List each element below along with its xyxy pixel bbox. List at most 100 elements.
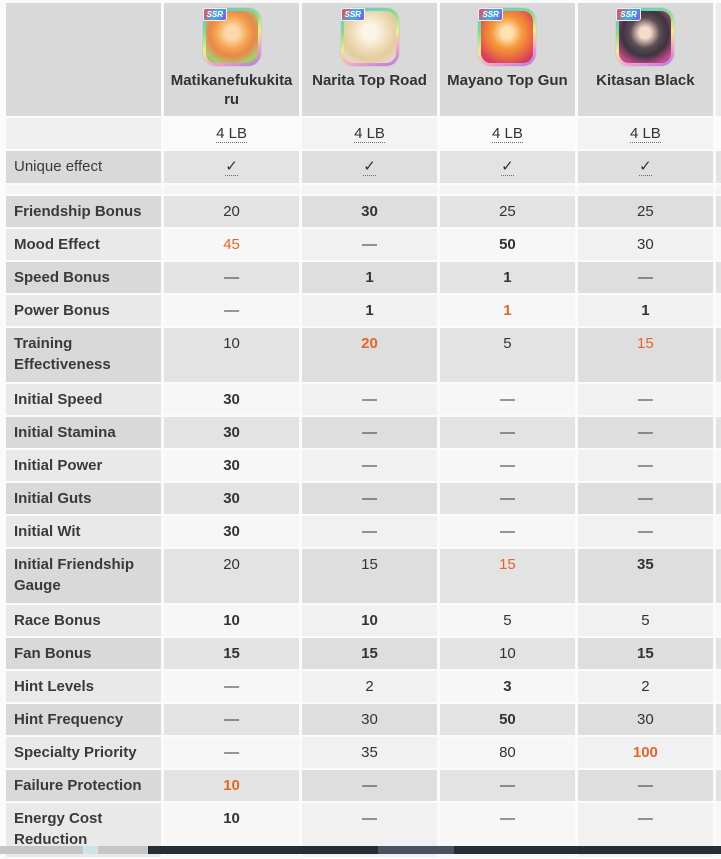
unique-effect-cell: ✓ xyxy=(439,151,575,183)
unique-effect-check[interactable]: ✓ xyxy=(225,158,238,176)
stat-cell: 1 xyxy=(302,262,437,293)
stat-cell: 50 xyxy=(439,229,575,260)
stat-cell: — xyxy=(302,450,437,481)
table-row: Race Bonus 10 10 5 5 xyxy=(6,605,721,636)
stat-cell: — xyxy=(302,229,437,260)
stat-cell: — xyxy=(164,671,300,702)
unique-effect-row: Unique effect ✓ ✓ ✓ ✓ xyxy=(6,151,721,183)
card-link-kitasan-black[interactable]: SSR Kitasan Black xyxy=(582,8,709,90)
row-label: Initial Speed xyxy=(6,384,162,415)
table-row: Initial Stamina 30 — — — xyxy=(6,417,721,448)
stat-cell: 15 xyxy=(577,638,713,669)
stat-cell: 1 xyxy=(439,295,575,326)
table-row: Speed Bonus — 1 1 — xyxy=(6,262,721,293)
unique-effect-cell: ✓ xyxy=(302,151,437,183)
stat-cell: — xyxy=(164,704,300,735)
clipped-next-column xyxy=(715,3,721,116)
stat-cell: 30 xyxy=(164,417,300,448)
card-link-mayano-top-gun[interactable]: SSR Mayano Top Gun xyxy=(444,8,571,90)
table-row: Power Bonus — 1 1 1 xyxy=(6,295,721,326)
stat-cell: 1 xyxy=(439,262,575,293)
limit-break-row: 4 LB 4 LB 4 LB 4 LB xyxy=(6,118,721,149)
corner-cell xyxy=(6,3,162,116)
row-label: Initial Wit xyxy=(6,516,162,547)
table-row: Mood Effect 45 — 50 30 xyxy=(6,229,721,260)
stat-cell: — xyxy=(302,417,437,448)
unique-effect-check[interactable]: ✓ xyxy=(639,158,652,176)
rarity-badge: SSR xyxy=(478,8,503,21)
stat-cell: 5 xyxy=(439,605,575,636)
table-row: Training Effectiveness 10 20 5 15 xyxy=(6,328,721,382)
stat-cell: 30 xyxy=(302,196,437,227)
stat-cell: 20 xyxy=(302,328,437,382)
card-portrait: SSR xyxy=(478,8,537,66)
row-label: Specialty Priority xyxy=(6,737,162,768)
stat-cell: 25 xyxy=(577,196,713,227)
unique-effect-check[interactable]: ✓ xyxy=(501,158,514,176)
stat-cell: 10 xyxy=(302,605,437,636)
scrollbar-thumb[interactable] xyxy=(378,846,454,854)
stat-cell: 45 xyxy=(164,229,300,260)
stat-cell: 10 xyxy=(164,328,300,382)
limit-break-selector[interactable]: 4 LB xyxy=(629,125,661,143)
row-label: Race Bonus xyxy=(6,605,162,636)
stat-cell: 50 xyxy=(439,704,575,735)
scrollbar-tick xyxy=(83,846,98,854)
stat-cell: 30 xyxy=(577,229,713,260)
limit-break-cell: 4 LB xyxy=(439,118,575,149)
unique-effect-cell: ✓ xyxy=(577,151,713,183)
row-label: Mood Effect xyxy=(6,229,162,260)
card-portrait: SSR xyxy=(340,8,399,66)
limit-break-cell: 4 LB xyxy=(164,118,300,149)
limit-break-cell: 4 LB xyxy=(577,118,713,149)
table-row: Initial Friendship Gauge 20 15 15 35 xyxy=(6,549,721,603)
row-label: Failure Protection xyxy=(6,770,162,801)
limit-break-selector[interactable]: 4 LB xyxy=(492,125,523,143)
stat-cell: 30 xyxy=(164,450,300,481)
scrollbar-track-dark xyxy=(148,846,721,854)
stat-cell: — xyxy=(577,384,713,415)
stat-cell: 15 xyxy=(302,549,437,603)
row-label xyxy=(6,118,162,149)
stat-cell: 20 xyxy=(164,549,300,603)
stat-cell: — xyxy=(577,417,713,448)
stat-cell: — xyxy=(577,262,713,293)
stat-cell: 35 xyxy=(302,737,437,768)
card-name: Narita Top Road xyxy=(312,72,427,89)
unique-effect-check[interactable]: ✓ xyxy=(363,158,376,176)
stat-cell: 15 xyxy=(439,549,575,603)
horizontal-scrollbar[interactable] xyxy=(0,846,721,854)
stat-cell: 100 xyxy=(577,737,713,768)
stat-cell: 80 xyxy=(439,737,575,768)
card-link-narita-top-road[interactable]: SSR Narita Top Road xyxy=(306,8,433,90)
stat-cell: — xyxy=(302,516,437,547)
card-header: SSR Mayano Top Gun xyxy=(439,3,575,116)
stat-cell: — xyxy=(577,483,713,514)
table-row: Hint Levels — 2 3 2 xyxy=(6,671,721,702)
stat-cell: 15 xyxy=(164,638,300,669)
rarity-badge: SSR xyxy=(202,8,228,21)
table-row: Fan Bonus 15 15 10 15 xyxy=(6,638,721,669)
stat-cell: — xyxy=(439,483,575,514)
stat-cell: 5 xyxy=(577,605,713,636)
limit-break-selector[interactable]: 4 LB xyxy=(216,125,247,143)
limit-break-selector[interactable]: 4 LB xyxy=(354,125,385,143)
stat-cell: 10 xyxy=(164,605,300,636)
card-name: Mayano Top Gun xyxy=(447,72,568,89)
stat-cell: — xyxy=(164,737,300,768)
row-label: Initial Stamina xyxy=(6,417,162,448)
stat-cell: — xyxy=(439,384,575,415)
stat-cell: 30 xyxy=(577,704,713,735)
card-link-matikanefukukitaru[interactable]: SSR Matikanefukukitaru xyxy=(168,8,295,109)
stat-cell: 10 xyxy=(439,638,575,669)
table-row: Hint Frequency — 30 50 30 xyxy=(6,704,721,735)
stat-cell: 30 xyxy=(164,384,300,415)
stat-cell: 1 xyxy=(302,295,437,326)
rarity-badge: SSR xyxy=(616,8,641,21)
limit-break-cell: 4 LB xyxy=(302,118,437,149)
card-header: SSR Kitasan Black xyxy=(577,3,713,116)
rarity-badge: SSR xyxy=(340,8,365,21)
row-label: Initial Guts xyxy=(6,483,162,514)
table-row: Failure Protection 10 — — — xyxy=(6,770,721,801)
stat-cell: — xyxy=(302,483,437,514)
